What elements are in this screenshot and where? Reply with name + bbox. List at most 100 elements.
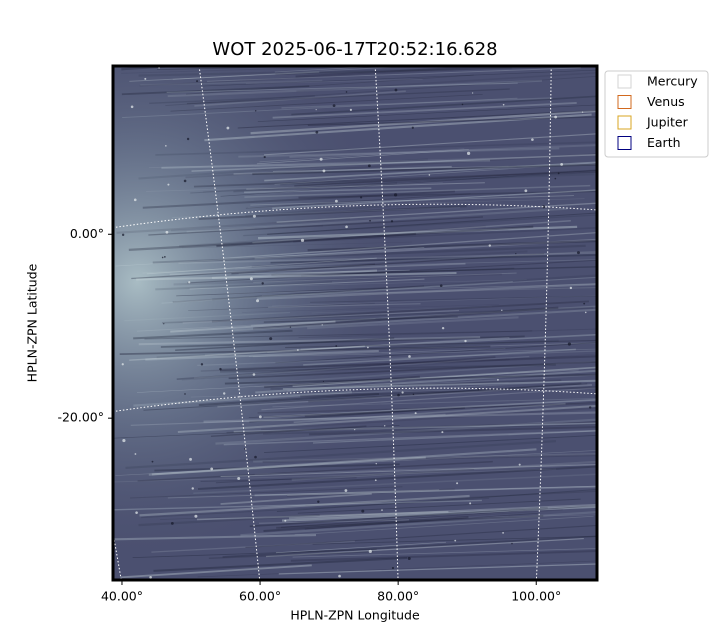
streak [248,198,585,208]
streak [120,564,312,579]
streak [280,505,597,528]
speck [161,256,164,259]
streak [250,195,574,206]
speck [322,169,326,173]
speck [367,164,371,168]
legend-swatch [617,95,632,109]
streak [281,505,597,522]
streak [244,184,591,198]
speck [196,80,199,83]
streak [220,492,372,505]
streak [233,422,597,433]
speck [407,557,411,561]
streak [141,497,490,519]
speck [428,174,431,176]
streak [228,361,597,380]
x-axis-label: HPLN-ZPN Longitude [290,608,420,623]
streak [148,456,426,476]
speck [557,172,560,175]
streak [220,363,556,373]
streak [146,182,443,192]
streak [179,225,486,248]
y-tick-label: -20.00° [57,410,104,425]
grid-line [374,66,399,580]
streak [167,489,440,499]
streak [177,404,597,434]
streak [253,452,597,463]
streak [252,348,597,358]
streak [248,401,597,419]
speck [414,412,417,415]
streak [305,490,597,507]
speck [501,309,503,311]
speck [135,511,138,514]
streak [173,281,513,303]
streak [170,320,336,333]
y-axis-label: HPLN-ZPN Latitude [25,263,40,382]
streak [172,207,461,219]
streak [303,348,576,366]
streak [217,383,593,408]
speck [349,108,352,112]
speck [296,349,299,351]
streak [175,337,395,351]
speck [322,380,325,383]
streak [235,259,597,270]
streak [261,407,597,431]
streak [275,66,597,76]
streak [242,304,499,313]
speck [554,115,558,119]
streak [151,540,355,553]
streak [280,173,595,186]
speck [456,482,459,485]
streak [167,79,542,98]
streak [252,219,571,244]
speck [466,151,471,156]
streak [113,425,400,439]
streak [255,369,597,394]
speck [300,238,305,242]
speck [133,198,137,202]
streak [270,254,597,264]
streak [146,257,377,275]
speck [130,105,134,109]
streak [131,263,376,280]
speck [524,189,528,193]
speck [191,487,194,490]
streak [250,109,597,135]
streak [312,535,597,545]
speck [584,311,587,314]
streak [257,225,578,240]
streak [307,239,597,252]
streak [128,232,417,251]
streak [138,336,481,346]
speck [497,378,499,381]
speck [567,342,571,346]
streak [221,279,527,288]
streak [271,266,597,276]
streak [265,537,584,558]
speck [261,282,264,285]
streak [115,247,425,267]
streak [124,311,291,322]
speck [319,157,323,161]
streak [113,468,557,483]
streak [138,66,512,77]
streak [276,489,597,512]
streak [144,330,533,340]
streak [193,473,597,494]
streak [129,71,320,82]
streak [261,387,597,411]
streak [197,350,597,366]
speck [408,355,411,358]
speck [189,457,192,461]
speck [256,299,260,303]
streak [264,375,420,389]
streak [309,425,597,436]
streak [200,477,357,482]
legend-label: Venus [647,94,685,109]
speck [569,286,573,290]
streak [304,512,539,530]
frame [111,64,599,582]
speck [360,196,363,199]
